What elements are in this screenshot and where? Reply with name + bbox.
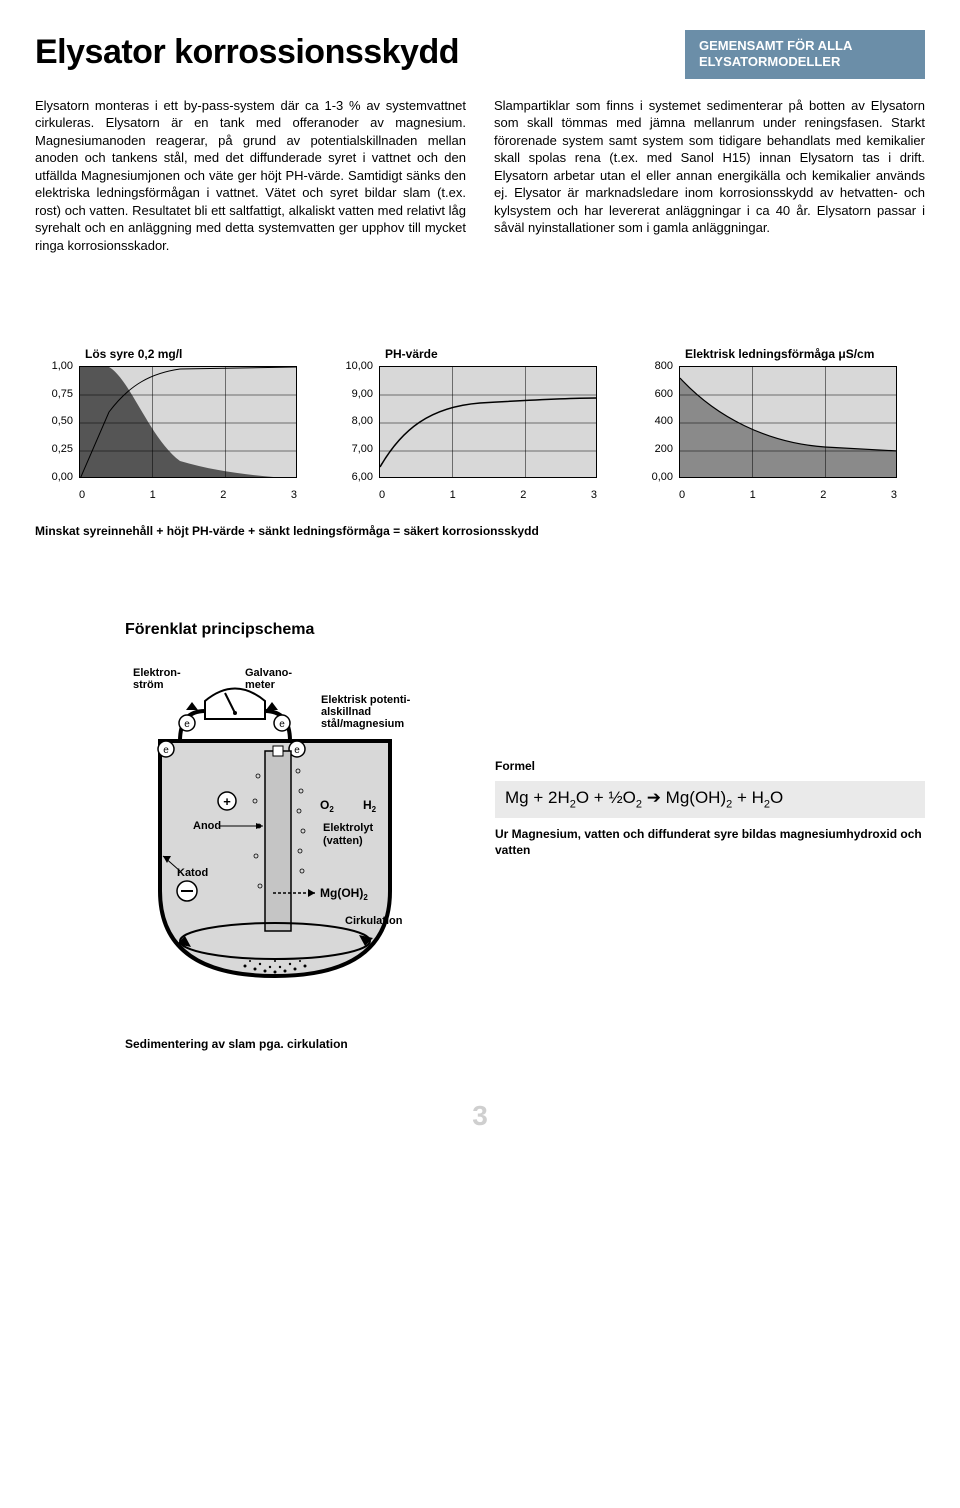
badge-line2: ELYSATORMODELLER — [699, 54, 911, 70]
svg-text:e: e — [279, 719, 285, 730]
chart2-plot — [379, 366, 597, 478]
svg-text:alskillnad: alskillnad — [321, 706, 371, 718]
svg-text:(vatten): (vatten) — [323, 835, 363, 847]
intro-column-right: Slampartiklar som finns i systemet sedim… — [494, 97, 925, 255]
formula-box: Mg + 2H2O + ½O2 ➔ Mg(OH)2 + H2O — [495, 781, 925, 818]
svg-text:Anod: Anod — [193, 820, 221, 832]
svg-text:Katod: Katod — [177, 867, 208, 879]
schema-caption: Sedimentering av slam pga. cirkulation — [125, 1036, 925, 1052]
page-number: 3 — [35, 1097, 925, 1135]
chart1-yaxis: 1,00 0,75 0,50 0,25 0,00 — [35, 359, 79, 484]
chart2-title: PH-värde — [385, 334, 625, 362]
badge-line1: GEMENSAMT FÖR ALLA — [699, 38, 911, 54]
charts-row: Lös syre 0,2 mg/l 1,00 0,75 0,50 0,25 0,… — [35, 334, 925, 503]
chart3-yaxis: 800 600 400 200 0,00 — [635, 359, 679, 484]
svg-text:e: e — [294, 745, 300, 756]
chart-oxygen: Lös syre 0,2 mg/l 1,00 0,75 0,50 0,25 0,… — [35, 334, 325, 503]
chart2-yaxis: 10,00 9,00 8,00 7,00 6,00 — [335, 359, 379, 484]
chart2-xaxis: 0 1 2 3 — [379, 488, 597, 503]
svg-text:Galvano-: Galvano- — [245, 667, 292, 679]
svg-text:Mg(OH)2: Mg(OH)2 — [320, 886, 368, 902]
intro-column-left: Elysatorn monteras i ett by-pass-system … — [35, 97, 466, 255]
chart1-plot — [79, 366, 297, 478]
chart1-title: Lös syre 0,2 mg/l — [85, 334, 325, 362]
svg-text:e: e — [184, 719, 190, 730]
formula-label: Formel — [495, 758, 925, 774]
svg-text:Elektrolyt: Elektrolyt — [323, 822, 373, 834]
svg-text:Cirkulation: Cirkulation — [345, 915, 403, 927]
svg-text:+: + — [223, 794, 231, 809]
svg-text:Elektrisk potenti-: Elektrisk potenti- — [321, 694, 411, 706]
page-title: Elysator korrossionsskydd — [35, 30, 459, 76]
svg-text:stål/magnesium: stål/magnesium — [321, 718, 404, 730]
svg-text:meter: meter — [245, 679, 276, 691]
schema-title: Förenklat principschema — [125, 619, 925, 641]
svg-text:ström: ström — [133, 679, 164, 691]
chart3-title: Elektrisk ledningsförmåga μS/cm — [685, 334, 925, 362]
model-badge: GEMENSAMT FÖR ALLA ELYSATORMODELLER — [685, 30, 925, 79]
formula-description: Ur Magnesium, vatten och diffunderat syr… — [495, 826, 925, 858]
schema-diagram: e e e e — [125, 661, 455, 1016]
chart3-xaxis: 0 1 2 3 — [679, 488, 897, 503]
chart3-plot — [679, 366, 897, 478]
chart-conductivity: Elektrisk ledningsförmåga μS/cm 800 600 … — [635, 334, 925, 503]
charts-summary: Minskat syreinnehåll + höjt PH-värde + s… — [35, 523, 925, 539]
chart-ph: PH-värde 10,00 9,00 8,00 7,00 6,00 — [335, 334, 625, 503]
svg-text:e: e — [163, 745, 169, 756]
svg-text:Elektron-: Elektron- — [133, 667, 181, 679]
chart1-xaxis: 0 1 2 3 — [79, 488, 297, 503]
